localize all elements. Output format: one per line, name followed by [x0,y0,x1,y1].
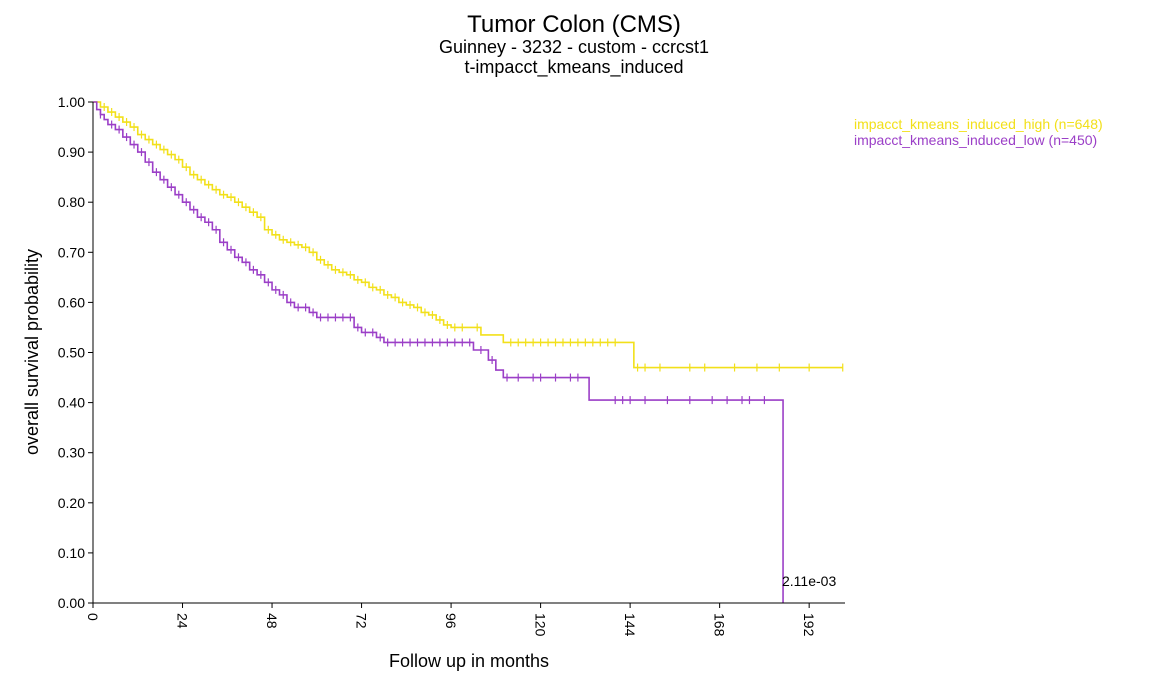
y-tick-label: 0.30 [58,445,85,461]
chart-title: Tumor Colon (CMS) [467,11,681,38]
y-tick-label: 0.40 [58,395,85,411]
x-tick-label: 120 [533,613,549,637]
y-tick-label: 0.00 [58,595,85,611]
x-tick-label: 168 [712,613,728,637]
y-tick-label: 0.60 [58,294,85,310]
series-layer [93,101,844,603]
y-tick-label: 0.20 [58,495,85,511]
x-tick-label: 72 [354,613,370,629]
x-ticks: 0 24 48 72 96 120 144 168 192 [85,603,817,637]
y-tick-label: 1.00 [58,94,85,110]
x-tick-label: 24 [175,613,191,629]
y-tick-label: 0.10 [58,545,85,561]
legend-entry-low: impacct_kmeans_induced_low (n=450) [854,132,1097,148]
legend-entry-high: impacct_kmeans_induced_high (n=648) [854,116,1103,132]
x-tick-label: 144 [622,613,638,637]
y-axis-label: overall survival probability [22,249,42,455]
x-tick-label: 0 [85,613,101,621]
y-tick-label: 0.70 [58,244,85,260]
km-line-low [93,101,784,603]
x-tick-label: 96 [443,613,459,629]
km-line-high [93,101,843,369]
y-tick-label: 0.90 [58,144,85,160]
p-value-label: 2.11e-03 [782,573,836,589]
y-tick-label: 0.80 [58,194,85,210]
x-axis-label: Follow up in months [389,651,549,671]
y-tick-label: 0.50 [58,345,85,361]
x-tick-label: 48 [264,613,280,629]
chart-subtitle-1: Guinney - 3232 - custom - ccrcst1 [439,37,709,57]
y-ticks: 0.00 0.10 0.20 0.30 0.40 0.50 0.60 0.70 0.80 0.90… [58,94,93,611]
x-tick-label: 192 [801,613,817,637]
chart-subtitle-2: t-impacct_kmeans_induced [464,57,683,78]
